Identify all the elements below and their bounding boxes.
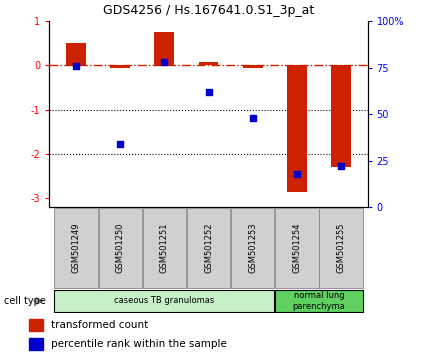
Bar	[287, 65, 307, 192]
FancyBboxPatch shape	[187, 208, 230, 288]
Text: GSM501251: GSM501251	[160, 223, 169, 273]
Text: cell type: cell type	[4, 296, 46, 306]
FancyBboxPatch shape	[143, 208, 186, 288]
Point	[338, 164, 344, 169]
Bar	[331, 65, 351, 167]
Text: caseous TB granulomas: caseous TB granulomas	[114, 296, 215, 306]
Text: normal lung
parenchyma: normal lung parenchyma	[293, 291, 345, 310]
Text: GSM501252: GSM501252	[204, 223, 213, 273]
Bar	[199, 62, 218, 65]
Point	[161, 59, 168, 65]
Bar	[110, 65, 130, 68]
Bar	[66, 44, 86, 65]
Point	[294, 171, 301, 177]
FancyBboxPatch shape	[231, 208, 274, 288]
FancyBboxPatch shape	[275, 290, 363, 312]
Point	[205, 89, 212, 95]
FancyBboxPatch shape	[319, 208, 363, 288]
FancyBboxPatch shape	[54, 290, 274, 312]
FancyBboxPatch shape	[98, 208, 142, 288]
Text: GSM501249: GSM501249	[71, 223, 80, 273]
Point	[117, 141, 123, 147]
Bar	[29, 338, 43, 350]
Text: GSM501255: GSM501255	[337, 223, 346, 273]
Text: GSM501254: GSM501254	[292, 223, 301, 273]
Text: transformed count: transformed count	[51, 320, 148, 330]
Text: GSM501250: GSM501250	[116, 223, 125, 273]
Point	[249, 115, 256, 121]
Bar	[243, 65, 263, 68]
FancyBboxPatch shape	[54, 208, 98, 288]
Text: GSM501253: GSM501253	[248, 222, 257, 273]
Bar	[29, 319, 43, 331]
Bar	[154, 32, 174, 65]
Point	[73, 63, 80, 69]
FancyBboxPatch shape	[275, 208, 319, 288]
Text: percentile rank within the sample: percentile rank within the sample	[51, 339, 227, 349]
Title: GDS4256 / Hs.167641.0.S1_3p_at: GDS4256 / Hs.167641.0.S1_3p_at	[103, 4, 314, 17]
